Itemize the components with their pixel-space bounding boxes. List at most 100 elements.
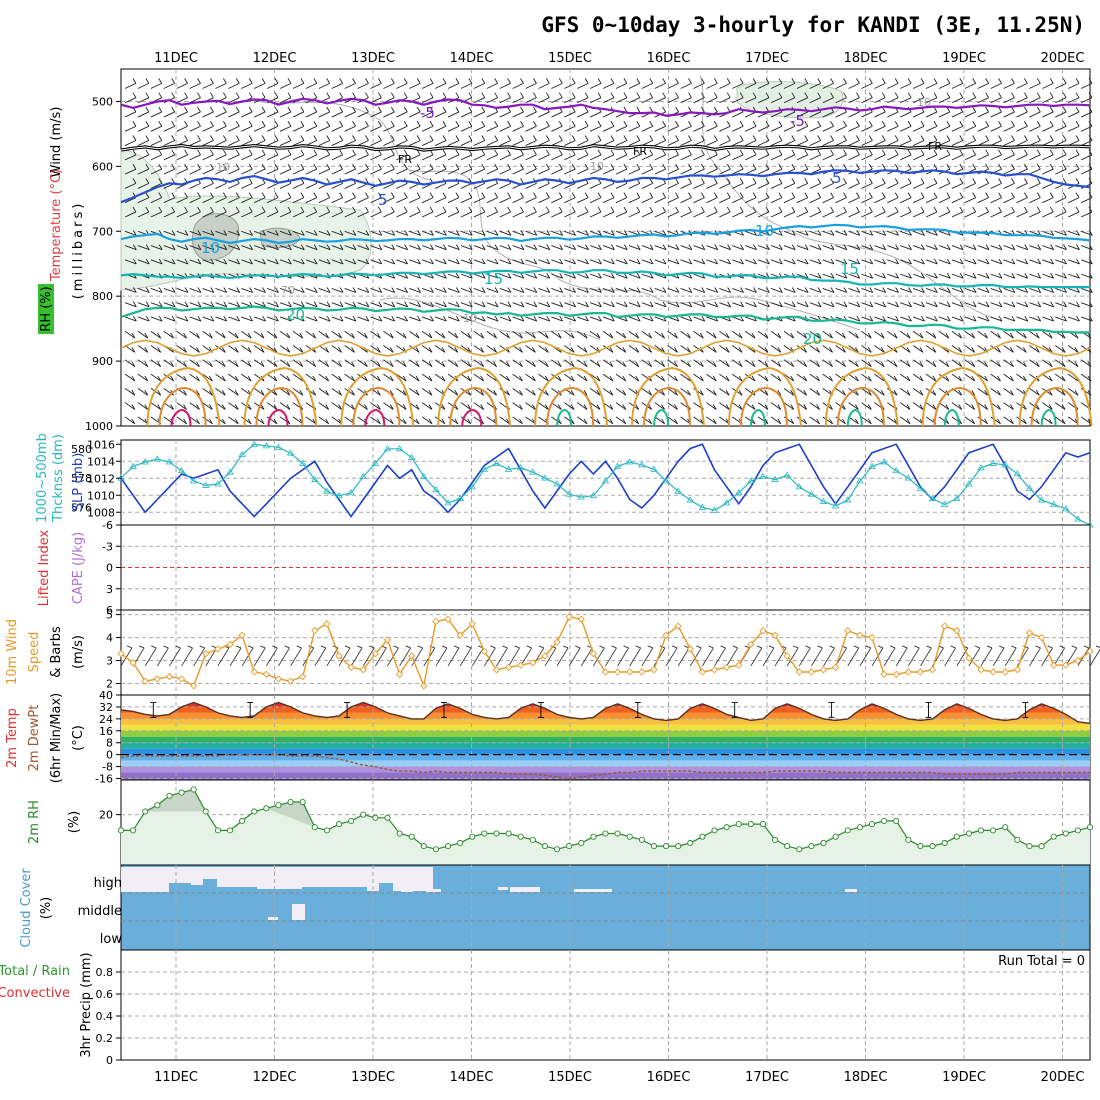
wind-barb-flag (701, 135, 705, 141)
wind-barb-flag (248, 206, 253, 213)
wind-barb-flag (687, 390, 691, 396)
wind-barb-flag (597, 149, 602, 156)
wind-barb (848, 245, 860, 251)
wind10m-barb-flag (926, 645, 932, 649)
wind-barb (189, 402, 200, 410)
wind-barb-flag (273, 361, 278, 367)
wind-barb-flag (507, 244, 512, 250)
date-label-bottom: 13DEC (351, 1070, 395, 1085)
wind-barb (176, 330, 187, 339)
wind-barb (292, 168, 305, 175)
wind-barb-flag (313, 78, 318, 84)
wind-barb (848, 302, 860, 308)
wind-barb (874, 345, 885, 353)
wind-barb-flag (326, 301, 331, 308)
wind-barb-flag (623, 192, 628, 198)
axis-tick-label: 0.8 (96, 966, 114, 979)
wind-barb-flag (313, 149, 318, 156)
wind-barb (564, 97, 576, 104)
wind-barb (279, 82, 292, 89)
wind-barb (667, 302, 680, 308)
wind-barb (874, 373, 885, 382)
wind-barb (370, 168, 382, 175)
wind-barb (150, 373, 161, 382)
wind-barb-flag (777, 390, 782, 396)
wind-barb-flag (726, 178, 731, 184)
wind-barb (990, 387, 1001, 396)
wind-barb (189, 140, 201, 147)
wind-barb-flag (184, 192, 188, 198)
wind-barb (538, 330, 549, 339)
wind-barb (396, 111, 408, 118)
wind-barb (589, 416, 601, 425)
wind-barb-flag (1087, 361, 1092, 367)
rh-marker (142, 808, 149, 815)
wind-barb (641, 302, 654, 308)
wind-barb (434, 82, 447, 89)
wind-barb (253, 345, 265, 353)
wind-barb (486, 140, 498, 147)
wind-barb-flag (738, 390, 743, 396)
wind-barb (305, 197, 317, 204)
thickness-line (120, 443, 1091, 526)
wind-barb (357, 259, 370, 265)
wind-barb (176, 402, 187, 410)
wind-barb (396, 316, 408, 322)
wind10m-barb (665, 647, 678, 667)
wind-barb-flag (533, 206, 537, 213)
wind-barb-flag (467, 347, 472, 353)
wind-barb (693, 154, 705, 161)
wind-barb-flag (132, 230, 137, 236)
wind-barb (228, 287, 240, 293)
wind-barb (977, 197, 989, 204)
wind-barb (447, 373, 459, 382)
wind-barb-flag (223, 287, 228, 293)
wind-barb-flag (597, 121, 602, 127)
wind-barb (434, 182, 447, 189)
wind-barb (421, 330, 433, 339)
wind-barb-flag (985, 258, 990, 265)
wind-barb-flag (1036, 78, 1041, 84)
wind-barb (241, 211, 253, 218)
wind-barb (667, 125, 679, 132)
wind-barb-flag (417, 244, 421, 250)
wind-barb-flag (843, 301, 848, 308)
wind-barb (434, 125, 447, 132)
cloud-clear-patch (169, 867, 191, 883)
wind-barb-flag (778, 244, 783, 250)
wind-barb (344, 345, 355, 353)
wind-barb-flag (583, 332, 588, 339)
wind-barb-flag (428, 347, 433, 353)
wind-barb (266, 182, 279, 189)
axis-title-lifted-index: Lifted Index (37, 529, 52, 606)
wind-barb (680, 302, 693, 308)
wind-barb-flag (933, 78, 938, 84)
wind-barb (370, 359, 381, 368)
wind10m-barb (907, 647, 920, 667)
wind-barb (538, 140, 550, 147)
wind-barb-flag (197, 206, 201, 213)
wind-barb (383, 373, 394, 382)
wind-barb-flag (391, 258, 396, 265)
wind-barb (912, 182, 925, 189)
rh-marker (953, 833, 960, 840)
thickness-marker (916, 484, 925, 491)
wind-barb-flag (764, 404, 769, 410)
wind-barb-flag (520, 149, 524, 156)
wind-barb (615, 387, 627, 396)
wind-barb-flag (777, 347, 782, 353)
wind-barb-flag (1010, 332, 1014, 339)
warm-contour-mid (739, 386, 788, 427)
wind-barb (641, 345, 652, 353)
wind-barb-flag (391, 230, 396, 236)
wind-barb (964, 154, 976, 161)
wind-barb (912, 387, 924, 396)
date-label-top: 19DEC (942, 51, 986, 66)
wind-barb-flag (713, 78, 718, 84)
wind-barb (938, 154, 951, 161)
wind-barb (512, 402, 523, 410)
wind-barb-flag (753, 258, 757, 265)
wind-barb-flag (533, 315, 538, 322)
cloud-clear-patch (217, 867, 257, 887)
